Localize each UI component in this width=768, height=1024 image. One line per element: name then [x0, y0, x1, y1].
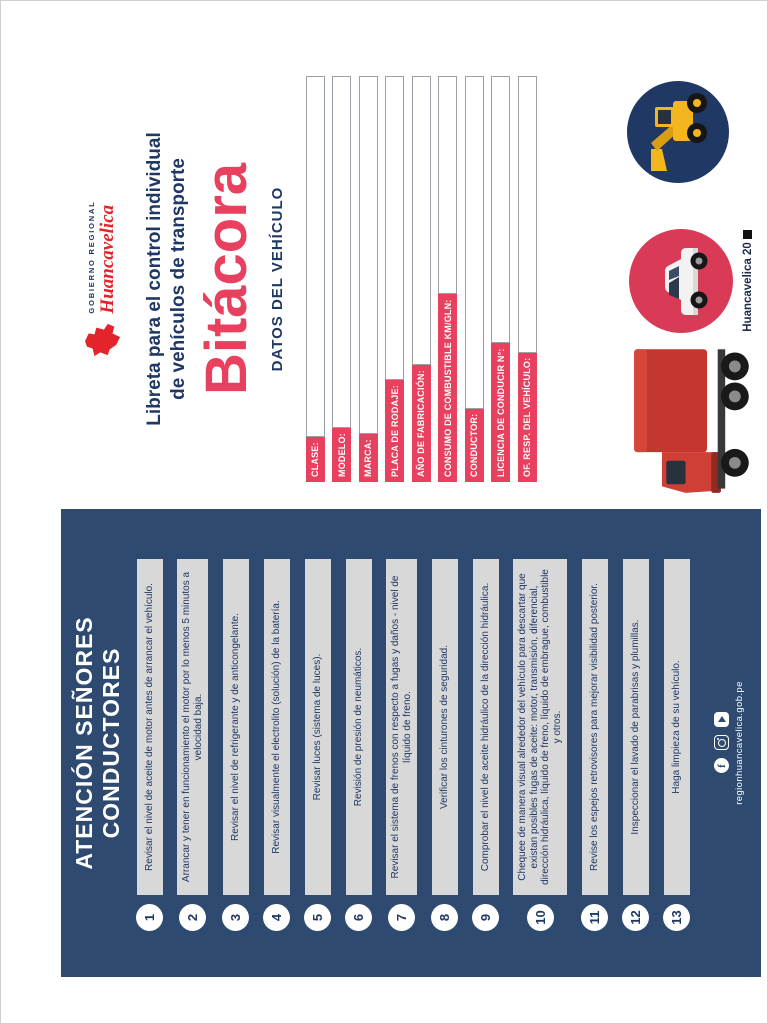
- edition-year-caption: Huancavelica 20: [742, 221, 754, 341]
- vehicle-field-row: AÑO DE FABRICACIÓN:: [411, 76, 431, 482]
- item-number-badge: 13: [663, 904, 691, 931]
- item-number-badge: 4: [263, 904, 291, 931]
- checklist-item: 9 Comprobar el nivel de aceite hidráulic…: [472, 559, 500, 931]
- vehicle-field-row: LICENCIA DE CONDUCIR N°:: [491, 76, 510, 482]
- checklist-item: 11 Revise los espejos retrovisores para …: [581, 559, 609, 931]
- checklist-item-text: Comprobar el nivel de aceite hidráulico …: [472, 559, 499, 895]
- red-truck-image: [634, 349, 749, 493]
- vehicle-field-row: CONSUMO DE COMBUSTIBLE KM/GLN:: [438, 76, 457, 482]
- field-blank-box: [517, 76, 537, 353]
- year-placeholder-box: [743, 230, 752, 240]
- item-number-badge: 12: [622, 904, 650, 931]
- item-number-badge: 7: [388, 904, 416, 931]
- huancavelica-map-icon: [85, 323, 121, 356]
- item-number-badge: 2: [179, 904, 207, 931]
- field-blank-box: [332, 76, 351, 429]
- booklet-subtitle-line1: Libreta para el control individual: [144, 132, 165, 426]
- checklist-item-text: Revisar luces (sistema de luces).: [304, 559, 331, 895]
- vehicle-field-row: PLACA DE RODAJE:: [385, 76, 404, 482]
- checklist-item-text: Inspeccionar el lavado de parabrisas y p…: [622, 559, 649, 895]
- checklist-item: 7 Revisar el sistema de frenos con respe…: [386, 559, 418, 931]
- checklist-item: 4 Revisar visualmente el electrolito (so…: [263, 559, 291, 931]
- checklist-item-text: Revisar el sistema de frenos con respect…: [386, 559, 418, 895]
- edition-year-text: Huancavelica 20: [742, 242, 754, 332]
- logo-text: GOBIERNO REGIONAL Huancavelica: [87, 200, 119, 313]
- instagram-icon: [714, 735, 729, 751]
- checklist-item: 1 Revisar el nivel de aceite de motor an…: [136, 559, 164, 931]
- booklet-subtitle: Libreta para el control individual de ve…: [143, 49, 191, 509]
- attention-title-line1: ATENCIÓN SEÑORES: [71, 616, 97, 870]
- back-cover-panel: ATENCIÓN SEÑORES CONDUCTORES 1 Revisar e…: [61, 509, 761, 977]
- field-blank-box: [385, 76, 404, 381]
- vehicle-data-heading: DATOS DEL VEHÍCULO: [268, 186, 286, 372]
- field-blank-box: [491, 76, 510, 344]
- front-cover-panel: GOBIERNO REGIONAL Huancavelica Libreta p…: [61, 49, 761, 509]
- gobierno-regional-logo: GOBIERNO REGIONAL Huancavelica: [61, 49, 123, 509]
- field-blank-box: [464, 76, 484, 409]
- field-label: AÑO DE FABRICACIÓN:: [411, 365, 431, 482]
- vehicle-field-row: MARCA:: [358, 76, 378, 482]
- main-title: Bitácora: [193, 162, 259, 396]
- field-blank-box: [305, 76, 325, 438]
- field-blank-box: [358, 76, 378, 435]
- item-number-badge: 9: [472, 904, 500, 931]
- item-number-badge: 8: [431, 904, 459, 931]
- field-blank-box: [411, 76, 431, 366]
- checklist-item-text: Revisar el nivel de refrigerante y de an…: [222, 559, 249, 895]
- field-label: PLACA DE RODAJE:: [385, 380, 404, 482]
- checklist-item-text: Revisar el nivel de aceite de motor ante…: [136, 559, 163, 895]
- youtube-icon: [714, 712, 729, 728]
- item-number-badge: 11: [581, 904, 609, 931]
- item-number-badge: 6: [345, 904, 373, 931]
- checklist: 1 Revisar el nivel de aceite de motor an…: [136, 559, 691, 931]
- field-label: MODELO:: [332, 428, 351, 482]
- checklist-item: 8 Verificar los cinturones de seguridad.: [431, 559, 459, 931]
- checklist-item: 10 Chequee de manera visual alrededor de…: [513, 559, 568, 931]
- logo-huancavelica: Huancavelica: [97, 204, 118, 314]
- item-number-badge: 1: [136, 904, 164, 931]
- social-icon-row: f: [714, 509, 729, 977]
- field-label: CONDUCTOR:: [464, 408, 484, 482]
- checklist-item-text: Revisar visualmente el electrolito (solu…: [263, 559, 290, 895]
- checklist-item: 2 Arrancar y tener en funcionamiento el …: [177, 559, 209, 931]
- booklet-subtitle-line2: de vehículos de transporte: [167, 158, 189, 400]
- vehicle-field-row: OF. RESP. DEL VEHÍCULO:: [517, 76, 537, 482]
- social-footer: f regionhuancavelica.gob.pe: [714, 509, 745, 977]
- checklist-item-text: Chequee de manera visual alrededor del v…: [513, 559, 568, 895]
- attention-title: ATENCIÓN SEÑORES CONDUCTORES: [61, 509, 125, 977]
- checklist-item-text: Arrancar y tener en funcionamiento el mo…: [177, 559, 209, 895]
- vehicle-field-row: CLASE:: [305, 76, 325, 482]
- item-number-badge: 3: [222, 904, 250, 931]
- facebook-icon: f: [714, 758, 729, 774]
- field-label: OF. RESP. DEL VEHÍCULO:: [517, 352, 537, 482]
- white-pickup-image: [629, 229, 733, 333]
- checklist-item-text: Haga limpieza de su vehículo.: [663, 559, 690, 895]
- field-label: CONSUMO DE COMBUSTIBLE KM/GLN:: [438, 294, 457, 482]
- checklist-item: 5 Revisar luces (sistema de luces).: [304, 559, 332, 931]
- vehicle-data-form: CLASE: MODELO: MARCA: PLACA DE RODAJE:: [305, 76, 537, 482]
- field-blank-box: [438, 76, 457, 295]
- booklet-spread: ATENCIÓN SEÑORES CONDUCTORES 1 Revisar e…: [61, 49, 761, 977]
- vehicle-field-row: CONDUCTOR:: [464, 76, 484, 482]
- checklist-item: 13 Haga limpieza de su vehículo.: [663, 559, 691, 931]
- logo-gobierno-regional: GOBIERNO REGIONAL: [87, 200, 96, 314]
- field-label: LICENCIA DE CONDUCIR N°:: [491, 343, 510, 482]
- checklist-item: 3 Revisar el nivel de refrigerante y de …: [222, 559, 250, 931]
- checklist-item-text: Revise los espejos retrovisores para mej…: [581, 559, 608, 895]
- field-label: MARCA:: [358, 434, 378, 482]
- website-text: regionhuancavelica.gob.pe: [734, 681, 745, 805]
- checklist-item: 12 Inspeccionar el lavado de parabrisas …: [622, 559, 650, 931]
- field-label: CLASE:: [305, 437, 325, 482]
- vehicle-field-row: MODELO:: [332, 76, 351, 482]
- yellow-wheel-loader-image: [627, 81, 729, 183]
- checklist-item-text: Revisión de presión de neumáticos.: [345, 559, 372, 895]
- item-number-badge: 10: [526, 904, 554, 931]
- item-number-badge: 5: [304, 904, 332, 931]
- attention-title-line2: CONDUCTORES: [98, 647, 125, 839]
- checklist-item: 6 Revisión de presión de neumáticos.: [345, 559, 373, 931]
- checklist-item-text: Verificar los cinturones de seguridad.: [431, 559, 458, 895]
